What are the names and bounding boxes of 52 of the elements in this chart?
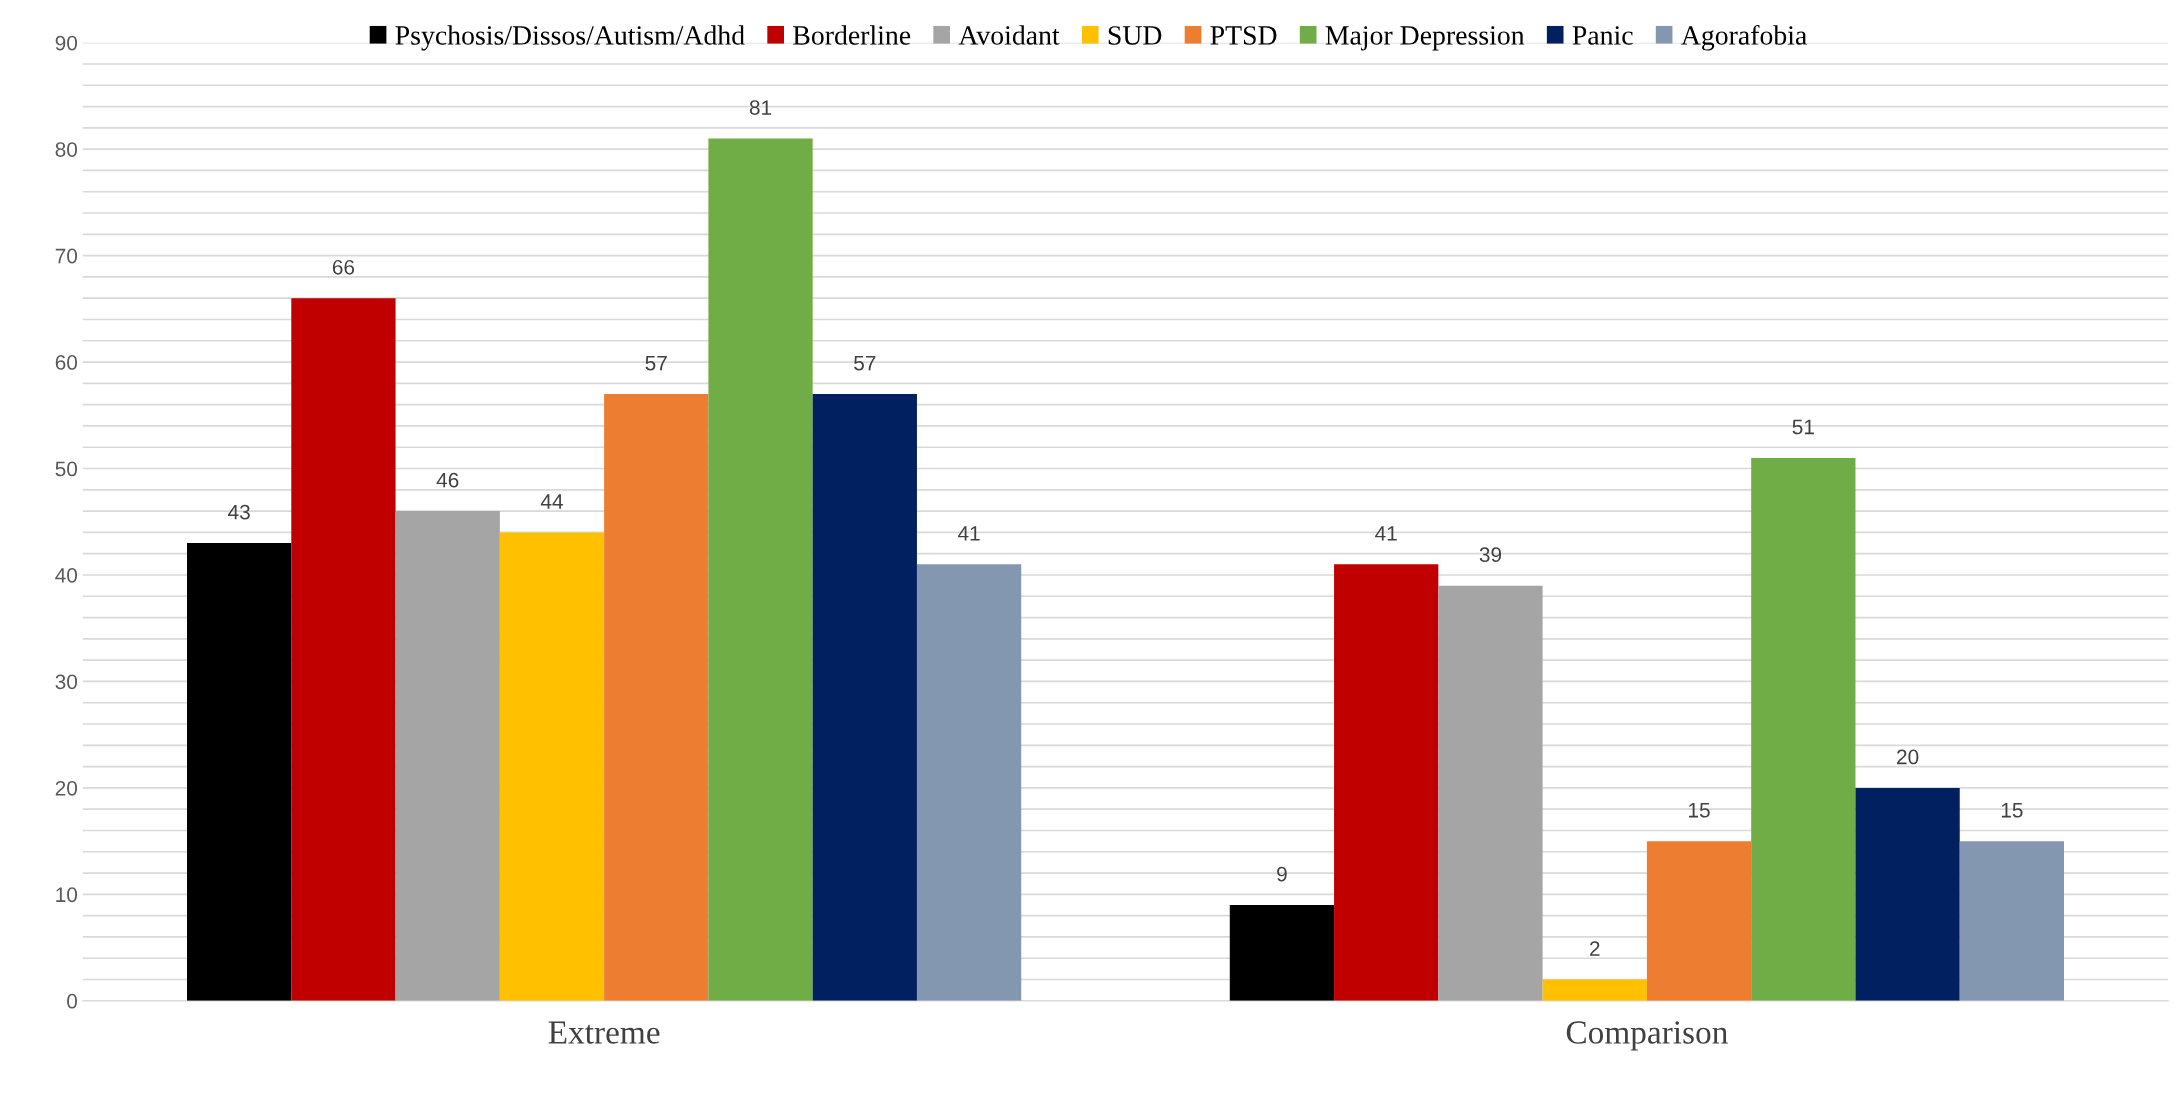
y-tick-label: 70 — [55, 248, 78, 264]
x-tick-label: Comparison — [1566, 1021, 1728, 1051]
y-tick-label: 20 — [55, 780, 78, 796]
legend-label: Psychosis/Dissos/Autism/Adhd — [395, 25, 745, 51]
data-label: 57 — [854, 355, 876, 371]
bar — [1438, 585, 1543, 1001]
bar — [604, 394, 709, 1001]
bar — [1229, 905, 1335, 1001]
bar — [499, 532, 605, 1001]
bar — [1542, 979, 1647, 1001]
data-label: 2 — [1590, 941, 1600, 956]
data-label: 46 — [436, 472, 459, 488]
x-tick-label: Extreme — [548, 1021, 660, 1044]
bar — [187, 543, 292, 1001]
data-label: 20 — [1897, 749, 1919, 765]
bar — [1334, 564, 1439, 1001]
legend-label: SUD — [1108, 26, 1162, 45]
bar — [1855, 787, 1960, 1001]
y-tick-label: 10 — [56, 887, 78, 903]
data-label: 15 — [2001, 803, 2023, 818]
y-tick-label: 80 — [55, 142, 78, 157]
data-label: 44 — [540, 494, 563, 509]
data-label: 66 — [332, 259, 355, 275]
bar — [1959, 841, 2065, 1001]
data-label: 43 — [228, 504, 250, 520]
data-label: 39 — [1479, 547, 1502, 563]
legend-label: Borderline — [793, 25, 911, 45]
legend-label: Panic — [1572, 26, 1633, 45]
y-tick-label: 50 — [55, 461, 78, 477]
bar — [1646, 841, 1752, 1001]
bar — [812, 394, 917, 1001]
data-label: 41 — [1375, 526, 1397, 541]
data-label: 51 — [1792, 419, 1814, 435]
y-tick-label: 90 — [55, 35, 78, 51]
data-label: 81 — [749, 100, 772, 115]
legend-label: Major Depression — [1325, 26, 1525, 51]
bar — [1751, 457, 1856, 1001]
legend-label: PTSD — [1210, 26, 1277, 45]
bar — [708, 138, 813, 1001]
bar — [395, 511, 500, 1001]
y-tick-label: 60 — [55, 355, 78, 370]
data-label: 15 — [1689, 803, 1710, 818]
data-label: 57 — [645, 355, 667, 371]
bar — [291, 298, 396, 1001]
y-tick-label: 40 — [55, 568, 78, 583]
data-label: 41 — [957, 526, 980, 541]
y-tick-label: 0 — [67, 993, 78, 1009]
legend-label: Agorafobia — [1681, 25, 1807, 51]
legend-label: Avoidant — [958, 25, 1060, 45]
bar — [916, 564, 1022, 1001]
y-tick-label: 30 — [55, 674, 78, 690]
data-label: 9 — [1277, 866, 1287, 882]
